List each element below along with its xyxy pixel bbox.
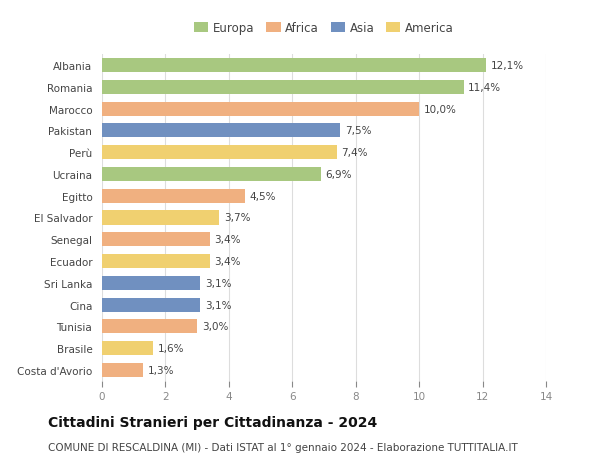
Text: 3,4%: 3,4% xyxy=(215,257,241,267)
Bar xyxy=(102,276,200,290)
Bar xyxy=(102,102,419,117)
Text: 11,4%: 11,4% xyxy=(469,83,502,93)
Text: 12,1%: 12,1% xyxy=(491,61,524,71)
Bar xyxy=(102,211,220,225)
Bar xyxy=(102,146,337,160)
Bar xyxy=(102,341,153,355)
Bar xyxy=(102,81,464,95)
Text: 3,0%: 3,0% xyxy=(202,322,228,332)
Bar xyxy=(102,59,486,73)
Legend: Europa, Africa, Asia, America: Europa, Africa, Asia, America xyxy=(194,22,454,35)
Text: 3,1%: 3,1% xyxy=(205,278,232,288)
Text: 4,5%: 4,5% xyxy=(250,191,276,202)
Text: 7,5%: 7,5% xyxy=(344,126,371,136)
Bar xyxy=(102,233,210,247)
Text: Cittadini Stranieri per Cittadinanza - 2024: Cittadini Stranieri per Cittadinanza - 2… xyxy=(48,415,377,429)
Text: 7,4%: 7,4% xyxy=(341,148,368,158)
Text: 3,7%: 3,7% xyxy=(224,213,251,223)
Text: 10,0%: 10,0% xyxy=(424,104,457,114)
Bar xyxy=(102,319,197,334)
Bar xyxy=(102,168,321,182)
Bar xyxy=(102,124,340,138)
Bar xyxy=(102,363,143,377)
Bar xyxy=(102,254,210,269)
Text: 1,6%: 1,6% xyxy=(157,343,184,353)
Text: 3,4%: 3,4% xyxy=(215,235,241,245)
Text: 3,1%: 3,1% xyxy=(205,300,232,310)
Bar xyxy=(102,189,245,203)
Text: COMUNE DI RESCALDINA (MI) - Dati ISTAT al 1° gennaio 2024 - Elaborazione TUTTITA: COMUNE DI RESCALDINA (MI) - Dati ISTAT a… xyxy=(48,442,518,452)
Text: 1,3%: 1,3% xyxy=(148,365,175,375)
Text: 6,9%: 6,9% xyxy=(326,169,352,179)
Bar xyxy=(102,298,200,312)
